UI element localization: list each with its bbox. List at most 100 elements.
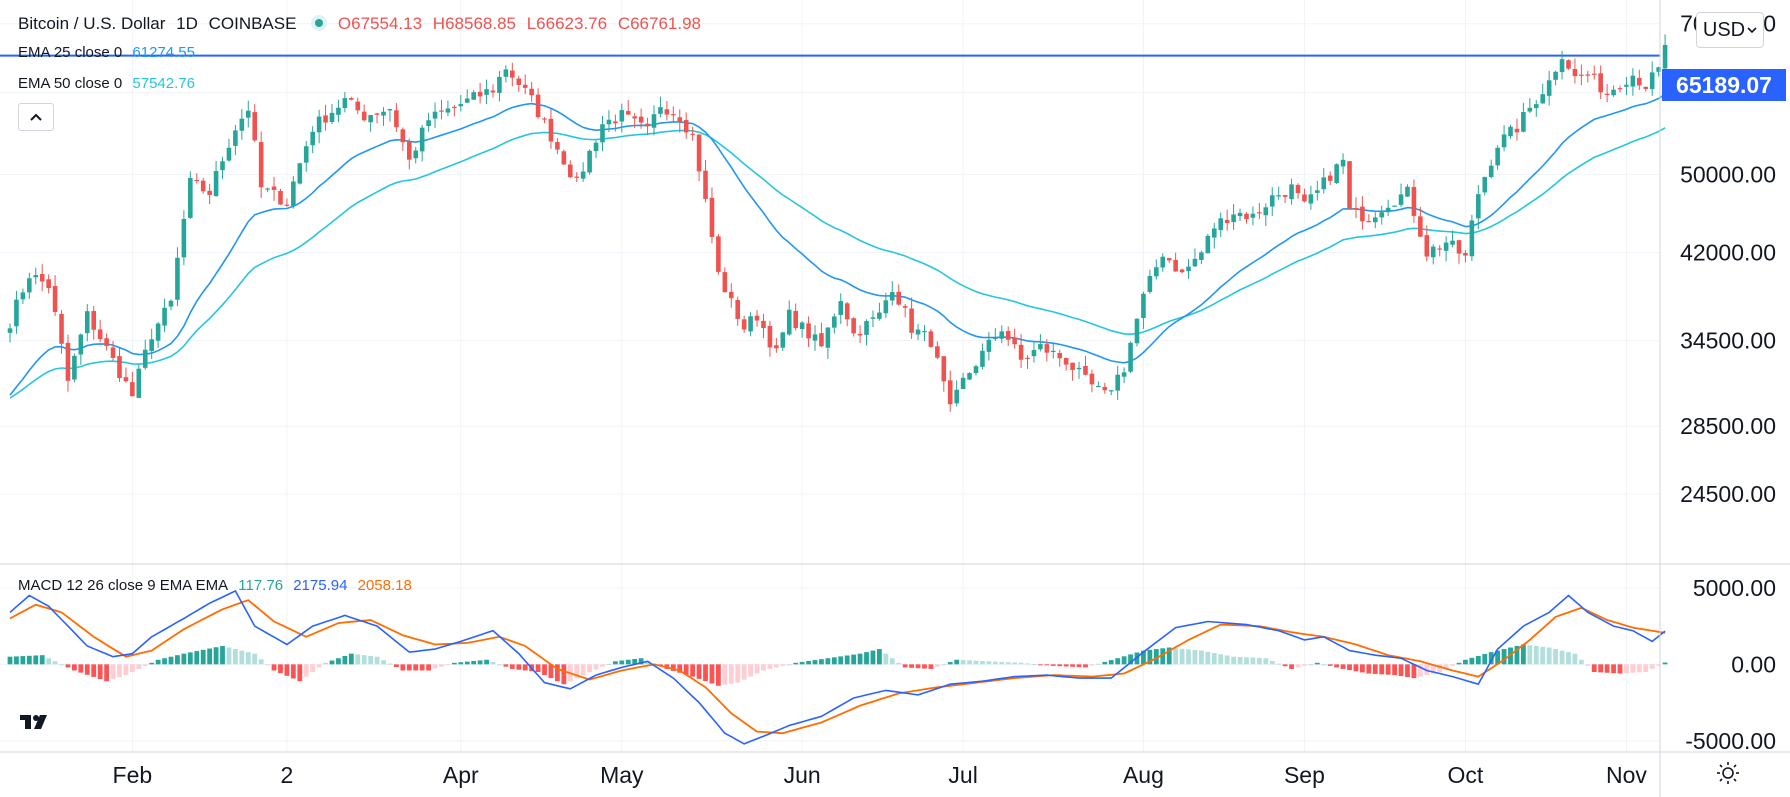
candle-up [658, 107, 663, 114]
macd-histogram-bar [645, 660, 650, 665]
candle-up [7, 328, 13, 333]
candle-down [361, 111, 367, 121]
candle-up [1611, 89, 1616, 96]
candle-up [889, 292, 895, 301]
macd-histogram-bar [1578, 659, 1584, 665]
candle-up [799, 322, 805, 330]
candle-down [909, 308, 914, 333]
candle-up [20, 292, 26, 300]
macd-histogram-bar [503, 664, 509, 667]
macd-histogram-bar [1147, 649, 1153, 665]
candle-up [175, 257, 180, 300]
candle-up [142, 349, 148, 368]
open-value: O67554.13 [337, 14, 423, 33]
symbol-name[interactable]: Bitcoin / U.S. Dollar [18, 14, 166, 33]
candle-up [14, 299, 19, 327]
candle-up [1392, 205, 1397, 207]
settings-icon[interactable] [1717, 762, 1739, 790]
candle-up [303, 146, 309, 163]
candle-down [664, 109, 670, 115]
macd-histogram-bar [1070, 664, 1075, 667]
ema50-label: EMA 50 close 0 [18, 75, 123, 92]
candle-down [716, 236, 721, 272]
candle-down [1102, 386, 1108, 391]
macd-histogram-bar [278, 664, 283, 674]
candle-up [387, 108, 393, 111]
macd-histogram-bar [175, 655, 180, 665]
tradingview-logo-icon[interactable] [20, 712, 52, 738]
macd-histogram-bar [555, 664, 560, 682]
legend-ema50[interactable]: EMA 50 close 0 57542.76 [18, 75, 201, 92]
candle-up [1501, 134, 1507, 148]
macd-histogram-bar [142, 664, 148, 666]
candle-up [1250, 213, 1256, 218]
candle-down [117, 356, 122, 379]
candle-up [464, 98, 470, 103]
macd-histogram-bar [1366, 664, 1372, 674]
candle-down [394, 110, 399, 128]
candle-down [130, 382, 135, 397]
time-tick-label: May [600, 762, 644, 788]
candle-up [310, 131, 315, 146]
macd-histogram-bar [1463, 659, 1468, 665]
macd-histogram-bar [72, 664, 77, 671]
candle-down [477, 91, 483, 97]
candle-up [368, 115, 373, 123]
macd-histogram-bar [1025, 663, 1030, 665]
candle-down [252, 112, 258, 141]
macd-histogram-bar [484, 659, 489, 665]
candle-down [1411, 187, 1417, 216]
macd-histogram-bar [1314, 662, 1320, 665]
candle-down [896, 291, 902, 305]
macd-histogram-bar [1269, 660, 1275, 665]
candle-up [419, 127, 425, 152]
legend-macd[interactable]: MACD 12 26 close 9 EMA EMA 117.76 2175.9… [18, 577, 418, 594]
macd-histogram-bar [1192, 649, 1198, 665]
candle-up [1031, 349, 1037, 357]
macd-histogram-bar [1353, 664, 1359, 672]
collapse-legend-button[interactable] [18, 103, 54, 131]
macd-histogram-bar [129, 664, 135, 672]
last-price-label: 65189.07 [1676, 71, 1772, 98]
macd-histogram-bar [233, 649, 238, 665]
candle-up [1186, 266, 1191, 272]
candle-down [1012, 338, 1017, 345]
candle-down [207, 190, 212, 195]
macd-histogram-bar [1662, 662, 1668, 665]
macd-histogram-bar [1398, 664, 1404, 677]
macd-histogram-bar [471, 660, 477, 665]
macd-histogram-bar [1218, 654, 1224, 665]
macd-histogram-bar [612, 661, 618, 665]
macd-histogram-bar [1282, 664, 1288, 667]
candle-up [606, 119, 612, 125]
legend-ema25[interactable]: EMA 25 close 0 61274.55 [18, 44, 201, 61]
macd-histogram-bar [831, 657, 837, 665]
macd-histogram-bar [580, 664, 586, 676]
macd-histogram-bar [149, 662, 155, 665]
candle-down [1437, 248, 1442, 250]
macd-histogram-bar [1134, 652, 1140, 665]
macd-histogram-bar [258, 659, 264, 665]
currency-select[interactable]: USD [1696, 12, 1764, 48]
candle-up [1533, 104, 1539, 109]
macd-histogram-bar [1321, 664, 1327, 666]
candle-up [1656, 67, 1661, 72]
macd-histogram-bar [728, 664, 734, 684]
legend-symbol-row: Bitcoin / U.S. Dollar 1D COINBASE O67554… [18, 14, 707, 34]
macd-histogram-bar [793, 662, 799, 665]
sun-gear-icon [1717, 762, 1739, 784]
macd-histogram-bar [754, 664, 760, 674]
interval-label[interactable]: 1D [176, 14, 198, 33]
candle-up [838, 301, 844, 316]
macd-histogram-bar [773, 664, 779, 668]
macd-histogram-bar [1327, 664, 1333, 666]
macd-histogram-bar [361, 655, 367, 665]
candle-down [1579, 74, 1584, 76]
macd-histogram-bar [722, 664, 728, 685]
candle-up [1211, 228, 1217, 238]
macd-line [9, 589, 1666, 745]
macd-histogram-bar [542, 664, 547, 676]
ema50-layer [9, 127, 1666, 399]
